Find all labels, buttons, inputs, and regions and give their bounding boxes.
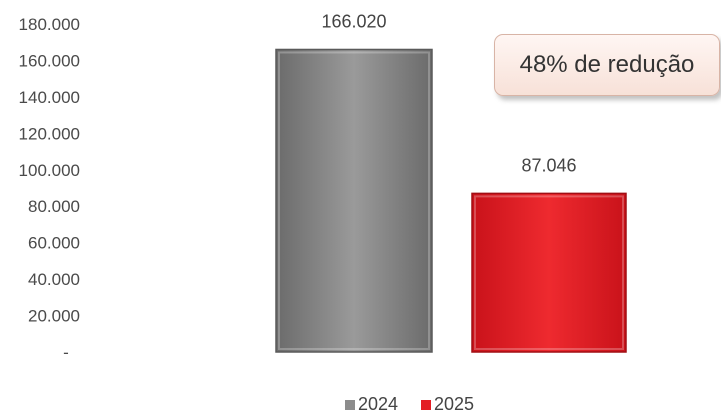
legend-swatch-2024 bbox=[345, 400, 355, 410]
data-label-2025: 87.046 bbox=[521, 155, 576, 175]
y-axis: 180.000 160.000 140.000 120.000 100.000 80.00… bbox=[19, 15, 80, 362]
y-tick-label: - bbox=[63, 343, 69, 362]
bar-bevel-2025 bbox=[474, 195, 624, 350]
data-labels-group: 166.020 87.046 bbox=[321, 11, 576, 175]
reduction-callout-text: 48% de redução bbox=[519, 51, 695, 78]
y-tick-label: 100.000 bbox=[19, 161, 80, 180]
bar-bevel-2024 bbox=[278, 51, 430, 350]
y-tick-label: 160.000 bbox=[19, 51, 80, 70]
legend-label-2025: 2025 bbox=[434, 394, 474, 413]
y-tick-label: 40.000 bbox=[28, 270, 80, 289]
legend-swatch-2025 bbox=[421, 400, 431, 410]
y-tick-label: 20.000 bbox=[28, 307, 80, 326]
legend-label-2024: 2024 bbox=[358, 394, 398, 413]
y-tick-label: 180.000 bbox=[19, 15, 80, 34]
y-tick-label: 120.000 bbox=[19, 124, 80, 143]
y-tick-label: 60.000 bbox=[28, 234, 80, 253]
data-label-2024: 166.020 bbox=[321, 11, 386, 31]
y-tick-label: 80.000 bbox=[28, 197, 80, 216]
legend: 2024 2025 bbox=[345, 394, 474, 413]
bar-2025 bbox=[471, 192, 627, 353]
reduction-callout: 48% de redução bbox=[494, 34, 720, 96]
y-tick-label: 140.000 bbox=[19, 88, 80, 107]
bars-group bbox=[275, 48, 627, 353]
bar-2024 bbox=[275, 48, 433, 353]
